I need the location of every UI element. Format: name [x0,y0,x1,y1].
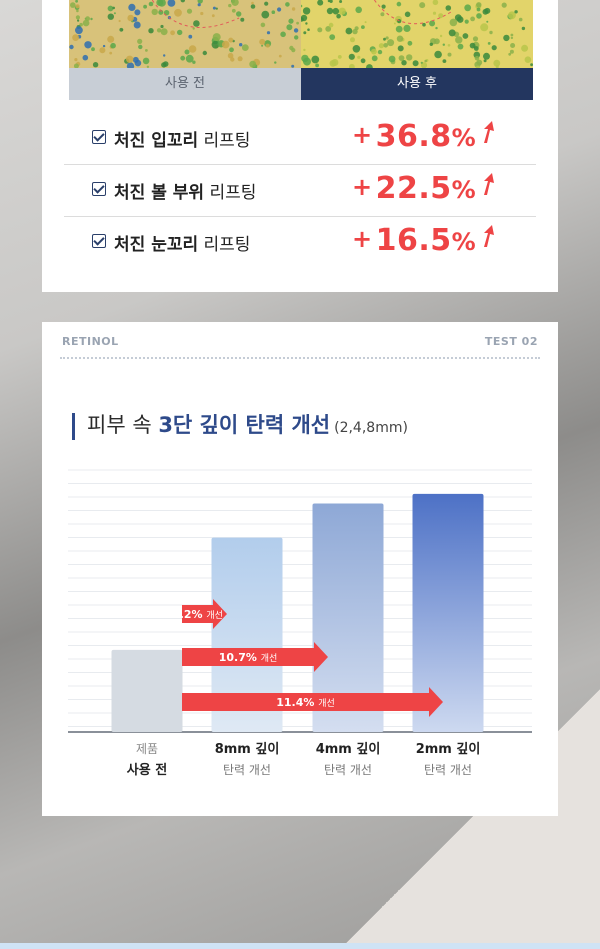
improvement-word: 개선 [206,610,223,621]
bottom-strip [0,943,600,949]
up-arrow-icon [484,173,495,195]
improvement-arrow [182,642,328,672]
improvement-word: 개선 [261,653,278,664]
category-label-line2: 탄력 개선 [223,763,271,777]
lifting-result-card: 사용 전 사용 후 처진 입꼬리 리프팅 +36.8% 처진 볼 부위 리프팅 … [42,0,558,292]
improvement-value: 11.4% [276,696,318,709]
improvement-value: 10.7% [219,651,261,664]
after-label: 사용 후 [301,68,533,100]
bar-0 [111,649,183,732]
lift-value: +22.5% [352,171,496,206]
lift-row-eye: 처진 눈꼬리 리프팅 +16.5% [64,217,536,269]
bar-3 [412,493,484,732]
checkbox-icon [92,130,106,144]
retinol-tag: RETINOL [62,335,119,348]
checkbox-icon [92,182,106,196]
category-label-line1: 2mm 깊이 [416,741,481,757]
lift-value: +16.5% [352,223,496,258]
lift-row-mouth: 처진 입꼬리 리프팅 +36.8% [64,113,536,165]
test-tag: TEST 02 [484,335,538,348]
lift-value: +36.8% [352,119,496,154]
category-label-line2: 사용 전 [127,762,167,778]
bar-2 [312,503,384,732]
before-skin-image [69,0,301,68]
improvement-label: 8.2% 개선 [172,608,223,621]
category-label-line2: 탄력 개선 [324,763,372,777]
category-label-line1: 4mm 깊이 [316,741,381,757]
dotted-divider [60,357,540,359]
category-label-line1: 8mm 깊이 [215,741,280,757]
up-arrow-icon [484,121,495,143]
improvement-arrow [182,687,443,717]
improvement-arrow [182,599,227,629]
checkbox-icon [92,234,106,248]
improvement-label: 10.7% 개선 [219,651,278,664]
lift-label: 처진 입꼬리 리프팅 [114,131,251,151]
after-skin-image [301,0,533,68]
elasticity-chart-card: RETINOL TEST 02 피부 속 3단 깊이 탄력 개선 (2,4,8mm… [42,322,558,816]
bar-1 [211,537,283,732]
before-skin-map [69,0,301,68]
category-label-line2: 탄력 개선 [424,763,472,777]
chart-title: 피부 속 3단 깊이 탄력 개선 (2,4,8mm) [72,413,408,440]
after-skin-map [301,0,533,68]
improvement-label: 11.4% 개선 [276,696,335,709]
improvement-value: 8.2% [172,608,206,621]
category-label-line1: 제품 [136,742,158,756]
before-label: 사용 전 [69,68,301,100]
up-arrow-icon [484,225,495,247]
improvement-word: 개선 [318,698,335,709]
lift-row-cheek: 처진 볼 부위 리프팅 +22.5% [64,165,536,217]
lift-label: 처진 눈꼬리 리프팅 [114,235,251,255]
lift-label: 처진 볼 부위 리프팅 [114,183,257,203]
